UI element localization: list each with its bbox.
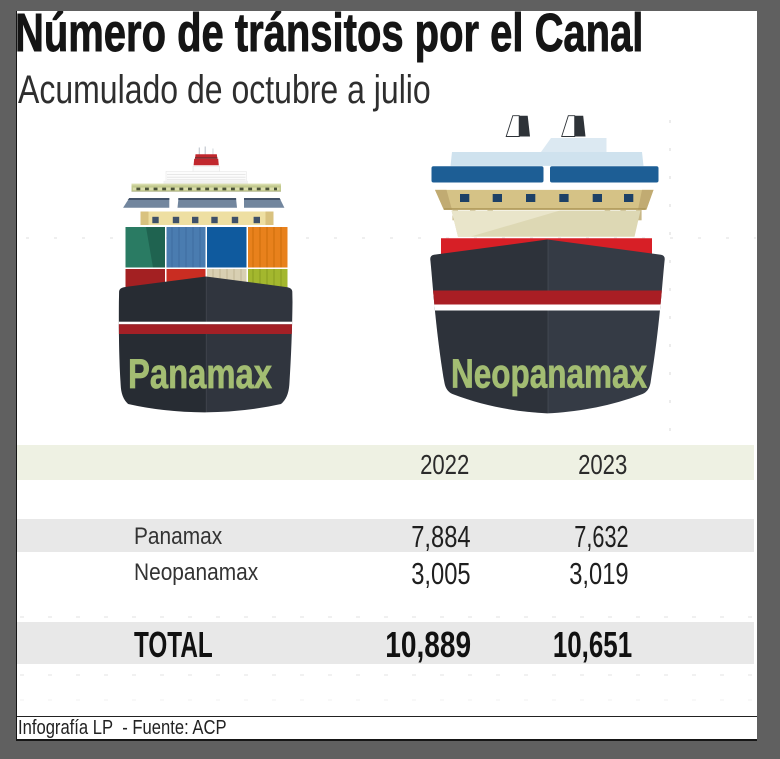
svg-text:Neopanamax: Neopanamax [451,351,647,397]
svg-text:Panamax: Panamax [128,350,272,397]
